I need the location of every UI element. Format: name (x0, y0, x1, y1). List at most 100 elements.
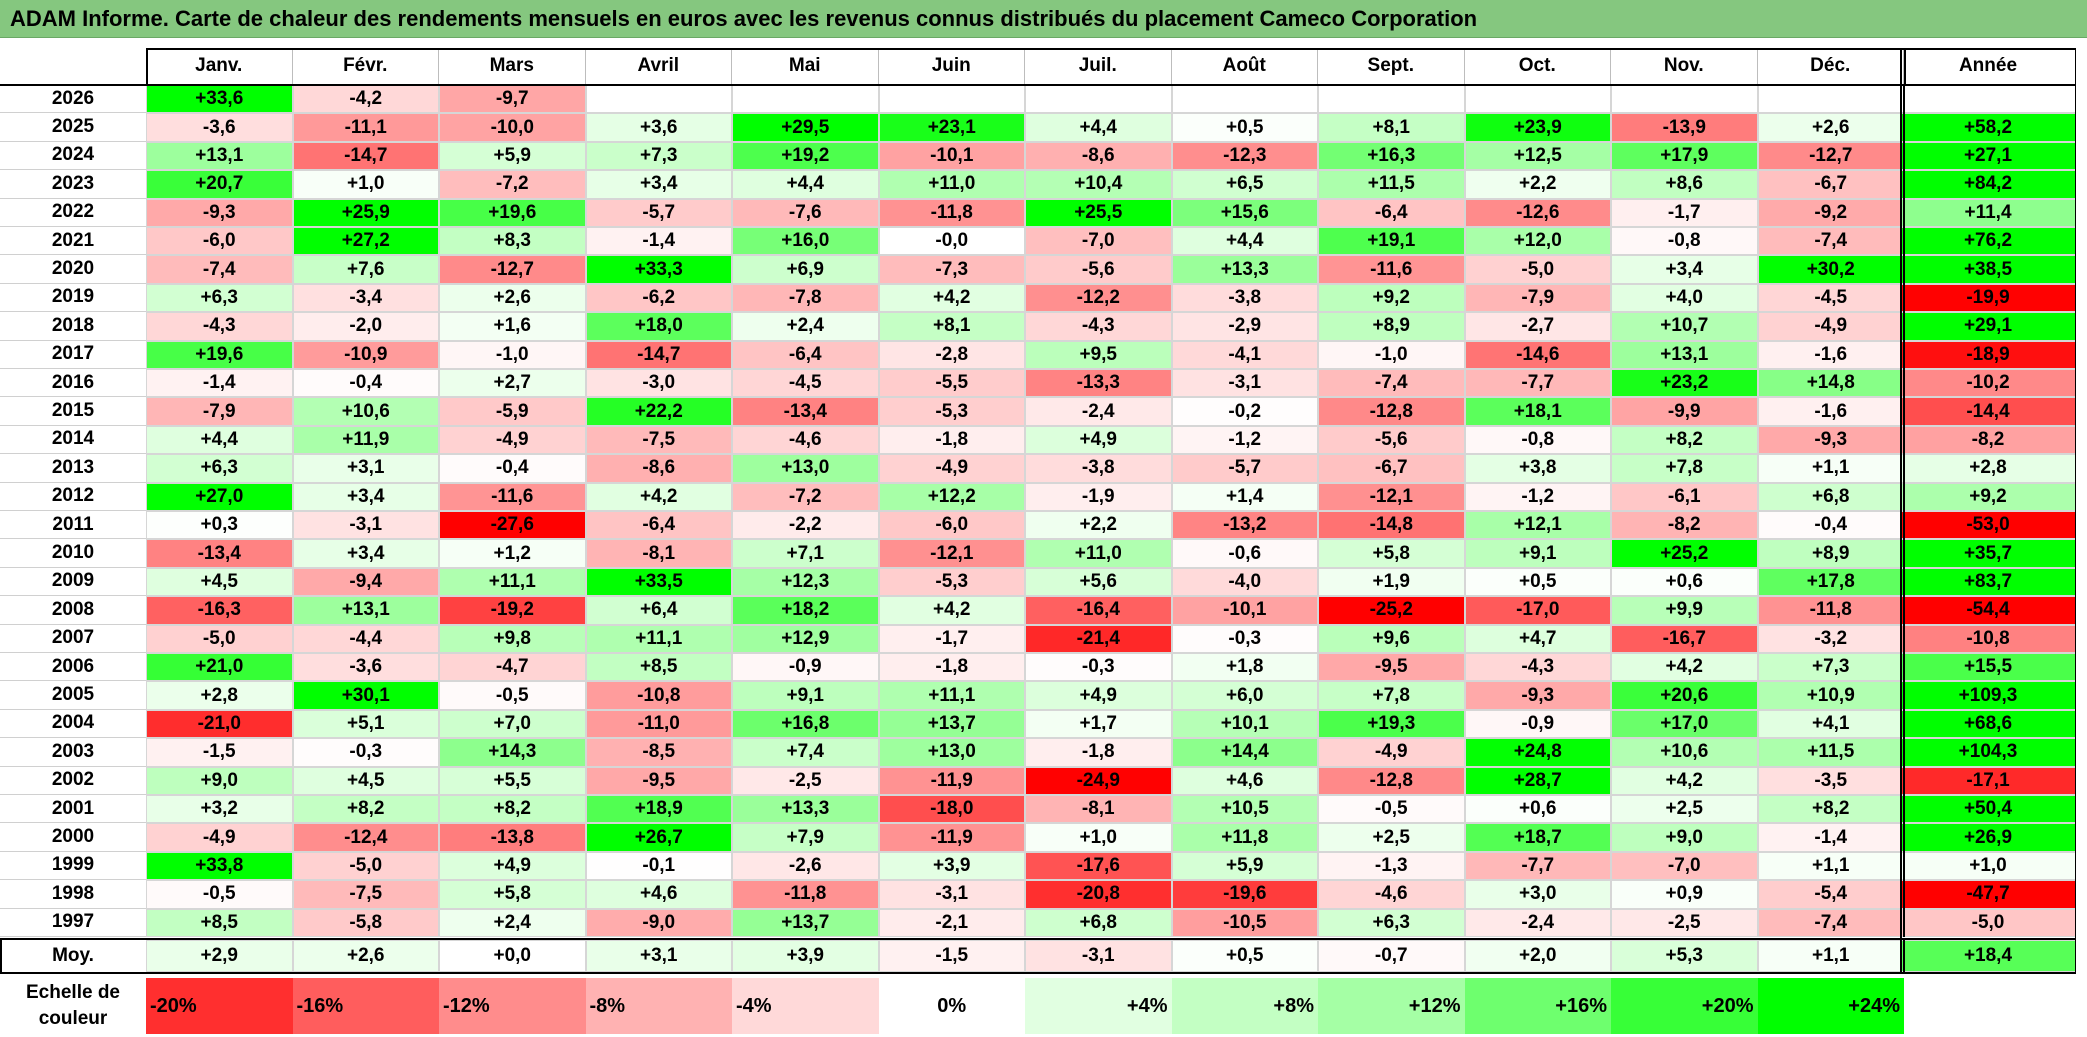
heatmap-cell: -4,1 (1171, 340, 1318, 369)
average-cell: +0,5 (1171, 940, 1318, 972)
year-label: 2026 (0, 85, 146, 114)
heatmap-cell: -9,0 (585, 908, 732, 937)
heatmap-cell: +11,1 (439, 567, 586, 597)
heatmap-cell: -13,2 (1171, 511, 1318, 540)
heatmap-cell: +4,2 (1611, 766, 1758, 795)
year-label: 2015 (0, 397, 146, 426)
heatmap-cell: -7,2 (732, 482, 879, 511)
heatmap-cell: -4,9 (439, 425, 586, 455)
heatmap-cell: -12,3 (1171, 141, 1318, 171)
heatmap-cell: -2,9 (1171, 312, 1318, 341)
heatmap-cell: -0,5 (1318, 795, 1465, 824)
heatmap-cell: -11,8 (732, 880, 879, 909)
heatmap-cell: -12,1 (878, 539, 1025, 568)
heatmap-cell: +17,9 (1611, 141, 1758, 171)
annual-cell: +27,1 (1900, 141, 2076, 171)
heatmap-cell: +4,7 (1464, 624, 1611, 653)
heatmap-cell: +9,1 (732, 681, 879, 710)
heatmap-cell: +3,4 (292, 482, 439, 511)
color-scale-swatch: +4% (1025, 978, 1172, 1034)
heatmap-cell: -5,9 (439, 397, 586, 426)
heatmap-cell: +6,5 (1171, 170, 1318, 199)
average-cell: +2,0 (1464, 940, 1611, 972)
heatmap-cell: +1,6 (439, 312, 586, 341)
heatmap-cell: -3,8 (1171, 283, 1318, 313)
heatmap-cell: -6,0 (146, 227, 293, 256)
heatmap-cell: +5,5 (439, 766, 586, 795)
annual-cell: -8,2 (1900, 425, 2076, 455)
heatmap-cell (732, 85, 879, 114)
heatmap-cell: +2,4 (439, 908, 586, 937)
annual-cell: +15,5 (1900, 653, 2076, 682)
grid-border (146, 48, 148, 85)
average-annual-cell: +18,4 (1900, 940, 2076, 972)
heatmap-cell: -1,2 (1171, 425, 1318, 455)
heatmap-cell: +12,2 (878, 482, 1025, 511)
heatmap-cell: -17,0 (1464, 596, 1611, 625)
heatmap-cell: -7,2 (439, 170, 586, 199)
annual-cell: +109,3 (1900, 681, 2076, 710)
grid-border (1900, 48, 2076, 50)
heatmap-cell: -27,6 (439, 511, 586, 540)
heatmap-cell: -5,0 (292, 851, 439, 881)
annual-cell: +35,7 (1900, 539, 2076, 568)
heatmap-cell (878, 85, 1025, 114)
grid-border (2074, 48, 2076, 972)
heatmap-cell: -8,1 (585, 539, 732, 568)
heatmap-cell: +0,6 (1611, 567, 1758, 597)
heatmap-cell: +7,0 (439, 709, 586, 739)
heatmap-cell: -1,0 (439, 340, 586, 369)
year-column-header: Année (1958, 55, 2018, 76)
heatmap-cell: +26,7 (585, 823, 732, 852)
heatmap-cell: +9,0 (146, 766, 293, 795)
heatmap-cell: -6,1 (1611, 482, 1758, 511)
heatmap-cell: -0,1 (585, 851, 732, 881)
heatmap-cell: +0,5 (1171, 113, 1318, 142)
heatmap-cell: +2,5 (1318, 823, 1465, 852)
heatmap-cell: -3,1 (292, 511, 439, 540)
heatmap-cell: -3,6 (292, 653, 439, 682)
heatmap-cell: +8,2 (1757, 795, 1904, 824)
heatmap-cell: -1,6 (1757, 340, 1904, 369)
heatmap-cell: -17,6 (1025, 851, 1172, 881)
heatmap-cell: +10,7 (1611, 312, 1758, 341)
heatmap-cell: -2,4 (1025, 397, 1172, 426)
heatmap-cell: +7,3 (585, 141, 732, 171)
annual-cell: -5,0 (1900, 908, 2076, 937)
heatmap-cell: -0,3 (292, 738, 439, 767)
grid-border (1900, 84, 2076, 86)
heatmap-cell: -10,1 (1171, 596, 1318, 625)
heatmap-cell: -4,9 (146, 823, 293, 852)
heatmap-cell: +6,9 (732, 255, 879, 284)
year-label: 1998 (0, 880, 146, 909)
heatmap-cell (1171, 85, 1318, 114)
heatmap-cell: -10,9 (292, 340, 439, 369)
heatmap-cell: +2,4 (732, 312, 879, 341)
heatmap-cell: +4,6 (585, 880, 732, 909)
month-header: Mai (732, 48, 879, 84)
heatmap-cell: +33,5 (585, 567, 732, 597)
heatmap-cell: +19,3 (1318, 709, 1465, 739)
annual-cell: +104,3 (1900, 738, 2076, 767)
heatmap-cell: +33,8 (146, 851, 293, 881)
heatmap-cell: -4,5 (1757, 283, 1904, 313)
heatmap-cell: -0,4 (439, 454, 586, 483)
heatmap-cell: +9,2 (1318, 283, 1465, 313)
heatmap-cell: +2,8 (146, 681, 293, 710)
heatmap-cell: +12,5 (1464, 141, 1611, 171)
heatmap-cell: -8,6 (585, 454, 732, 483)
year-label: 2000 (0, 823, 146, 852)
heatmap-cell: -11,6 (439, 482, 586, 511)
heatmap-cell: +7,6 (292, 255, 439, 284)
heatmap-cell: -6,7 (1318, 454, 1465, 483)
heatmap-cell: +14,8 (1757, 369, 1904, 398)
heatmap-cell: +8,6 (1611, 170, 1758, 199)
heatmap-cell: +30,1 (292, 681, 439, 710)
average-cell: -0,7 (1318, 940, 1465, 972)
heatmap-cell: +1,0 (1025, 823, 1172, 852)
heatmap-cell: -5,3 (878, 567, 1025, 597)
annual-cell: -14,4 (1900, 397, 2076, 426)
heatmap-cell: -6,7 (1757, 170, 1904, 199)
year-label: 2008 (0, 596, 146, 625)
heatmap-cell: +13,7 (878, 709, 1025, 739)
